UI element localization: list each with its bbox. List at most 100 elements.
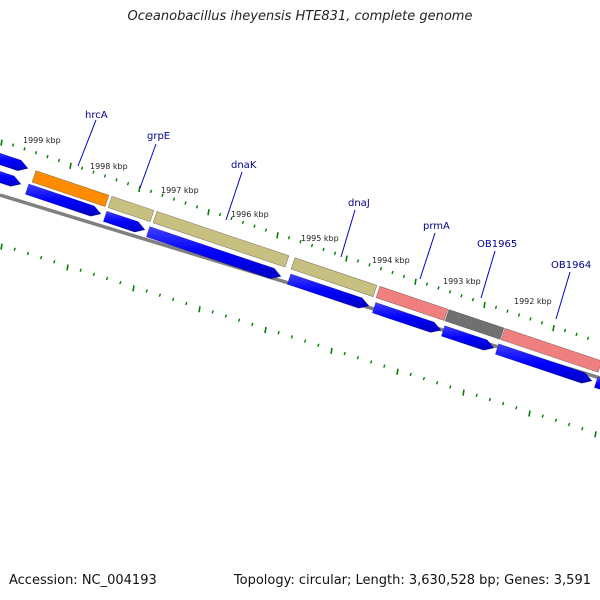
tick-mark — [409, 372, 412, 377]
gene-label-leader — [419, 232, 436, 280]
cds-arrow — [593, 376, 600, 390]
gene-track — [31, 170, 600, 373]
tick-mark — [172, 197, 176, 201]
tick-mark — [488, 397, 492, 402]
tick-mark — [26, 251, 30, 256]
genome-summary-text: Topology: circular; Length: 3,630,528 bp… — [233, 573, 591, 588]
tick-mark — [158, 293, 162, 297]
tick-mark — [115, 178, 118, 182]
tick-mark — [575, 332, 578, 337]
tick-mark — [92, 170, 95, 174]
tick-mark — [185, 301, 188, 306]
tick-mark — [437, 286, 440, 290]
cds-arrow — [24, 183, 102, 217]
tick-mark — [105, 276, 109, 281]
tick-mark — [251, 322, 254, 327]
tick-mark — [483, 301, 486, 309]
tick-mark — [449, 385, 452, 389]
tick-mark — [330, 347, 333, 355]
tick-mark — [501, 401, 505, 406]
tick-mark — [448, 290, 452, 294]
tick-mark — [92, 272, 96, 277]
tick-mark — [132, 285, 135, 292]
accession-text: Accession: NC_004193 — [9, 573, 157, 588]
cds-arrow — [440, 325, 495, 351]
gene-label-leader — [480, 250, 496, 299]
tick-mark — [119, 280, 122, 285]
gene-bar-dnaj — [290, 257, 378, 298]
tick-mark — [230, 216, 233, 221]
tick-mark — [475, 393, 478, 398]
tick-mark — [333, 251, 337, 255]
tick-mark — [356, 356, 360, 360]
gene-bar-dnak — [152, 211, 290, 268]
tick-mark — [253, 224, 256, 228]
tick-mark — [317, 343, 320, 347]
tick-mark — [145, 289, 148, 293]
tick-mark — [422, 376, 426, 381]
tick-mark — [517, 313, 521, 317]
tick-mark — [276, 232, 279, 239]
cds-arrow — [102, 210, 146, 233]
gene-label: hrcA — [85, 110, 108, 121]
cds-arrow — [145, 226, 282, 280]
gene-label: dnaJ — [348, 198, 370, 209]
gene-bar-grpe — [107, 195, 155, 223]
tick-mark — [0, 243, 3, 250]
tick-mark — [506, 309, 509, 313]
tick-mark — [207, 209, 210, 216]
gene-bar-ob1964 — [500, 327, 600, 373]
tick-mark — [368, 263, 371, 267]
tick-mark — [356, 259, 360, 263]
tick-mark — [57, 158, 61, 163]
kbp-label: 1993 kbp — [443, 277, 481, 286]
gene-bar-hrca — [31, 170, 110, 207]
tick-mark — [34, 151, 38, 155]
gene-label-leader — [139, 143, 157, 189]
tick-mark — [322, 247, 325, 252]
tick-mark — [471, 297, 475, 302]
tick-mark — [528, 410, 531, 417]
cds-track — [0, 152, 600, 390]
tick-mark — [581, 426, 584, 431]
tick-mark — [277, 331, 280, 335]
tick-mark — [540, 321, 544, 325]
genome-title: Oceanobacillus iheyensis HTE831, complet… — [127, 9, 473, 24]
tick-mark — [303, 339, 307, 343]
tick-mark — [149, 189, 153, 194]
kbp-label: 1996 kbp — [231, 210, 269, 219]
tick-mark — [80, 166, 84, 170]
tick-mark — [218, 212, 222, 217]
tick-mark — [53, 260, 56, 264]
tick-mark — [195, 205, 199, 209]
tick-mark — [343, 351, 346, 356]
gene-label-leader — [340, 209, 356, 258]
tick-mark — [46, 154, 49, 159]
tick-mark — [290, 335, 294, 339]
gene-label: grpE — [147, 131, 170, 142]
tick-mark — [287, 236, 291, 240]
tick-mark — [11, 143, 15, 147]
tick-mark — [103, 174, 107, 178]
cds-arrow — [0, 152, 29, 172]
kbp-label: 1999 kbp — [23, 136, 61, 145]
kbp-label: 1994 kbp — [372, 256, 410, 265]
tick-mark — [23, 147, 26, 151]
kbp-label: 1997 kbp — [161, 186, 199, 195]
tick-mark — [198, 306, 201, 313]
gene-label-leader — [77, 119, 97, 167]
tick-mark — [594, 431, 597, 438]
tick-mark — [460, 294, 463, 298]
tick-mark — [586, 336, 590, 340]
gene-label: dnaK — [231, 160, 257, 171]
kbp-label: 1992 kbp — [514, 297, 552, 306]
tick-mark — [0, 139, 3, 146]
gene-label: prmA — [423, 221, 450, 232]
tick-mark — [310, 243, 314, 248]
tick-mark — [379, 266, 383, 271]
tick-mark — [79, 268, 82, 272]
gene-label: OB1965 — [477, 239, 517, 250]
tick-mark — [414, 278, 417, 285]
